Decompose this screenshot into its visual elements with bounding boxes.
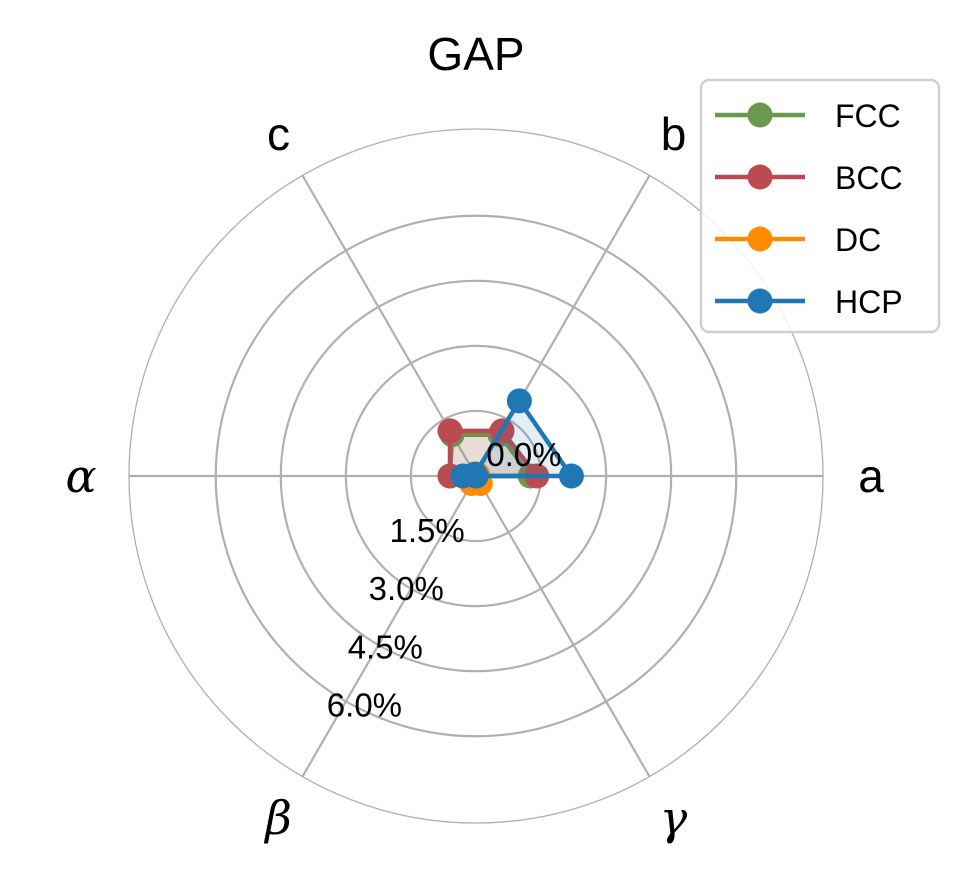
- legend-label-hcp: HCP: [835, 284, 903, 320]
- legend-marker-dc: [747, 226, 773, 252]
- spoke-6: [475, 475, 651, 778]
- series-point-hcp-1: [558, 463, 584, 489]
- axis-label-6: γ: [660, 791, 688, 845]
- series-point-bcc-3: [437, 418, 463, 444]
- radial-tick-labels: 0.0% 1.5% 3.0% 4.5% 6.0%: [327, 436, 562, 723]
- spoke-5: [301, 475, 477, 778]
- legend: FCC BCC DC HCP: [699, 78, 941, 334]
- series-point-hcp-6: [463, 463, 489, 489]
- legend-marker-bcc: [747, 164, 773, 190]
- axis-label-2: b: [661, 108, 687, 160]
- radial-tick-label-3: 3.0%: [369, 570, 444, 607]
- legend-frame: [699, 78, 941, 334]
- axis-label-5: β: [263, 791, 292, 845]
- axis-label-1: a: [858, 450, 884, 502]
- legend-label-fcc: FCC: [835, 98, 901, 134]
- chart-title: GAP: [427, 28, 524, 80]
- legend-marker-hcp: [747, 288, 773, 314]
- series-point-hcp-2: [506, 388, 532, 414]
- radial-tick-label-1: 0.0%: [486, 436, 561, 473]
- legend-label-bcc: BCC: [835, 160, 903, 196]
- radial-tick-label-4: 4.5%: [348, 628, 423, 665]
- legend-marker-fcc: [747, 102, 773, 128]
- axis-label-3: c: [267, 108, 290, 160]
- series-group: [437, 388, 584, 497]
- polar-grid: [128, 128, 824, 824]
- series-fill-hcp: [463, 400, 572, 476]
- radial-tick-label-2: 1.5%: [389, 512, 464, 549]
- legend-label-dc: DC: [835, 222, 881, 258]
- axis-label-4: α: [65, 449, 96, 503]
- radial-tick-label-5: 6.0%: [327, 686, 402, 723]
- axis-labels: a b c α β γ: [65, 108, 884, 845]
